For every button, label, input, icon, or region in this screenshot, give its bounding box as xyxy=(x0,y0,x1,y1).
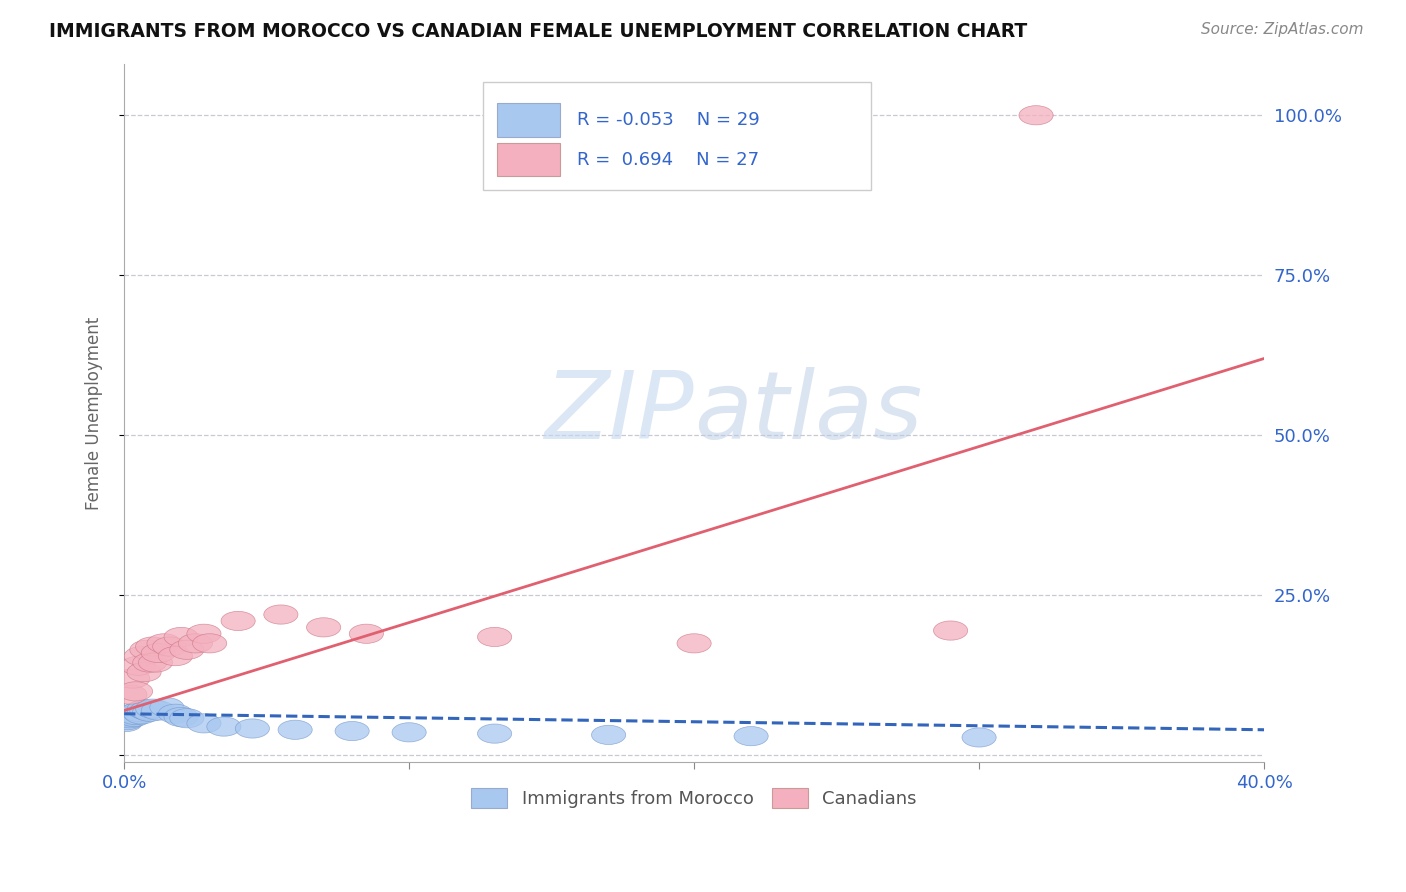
Ellipse shape xyxy=(278,720,312,739)
Ellipse shape xyxy=(132,653,167,673)
Ellipse shape xyxy=(392,723,426,742)
Ellipse shape xyxy=(121,657,156,675)
Text: Source: ZipAtlas.com: Source: ZipAtlas.com xyxy=(1201,22,1364,37)
Ellipse shape xyxy=(117,707,152,727)
Ellipse shape xyxy=(118,681,153,701)
Y-axis label: Female Unemployment: Female Unemployment xyxy=(86,317,103,509)
Ellipse shape xyxy=(153,637,187,657)
Ellipse shape xyxy=(193,633,226,653)
Text: atlas: atlas xyxy=(695,368,922,458)
Ellipse shape xyxy=(111,707,145,727)
Ellipse shape xyxy=(478,724,512,743)
Ellipse shape xyxy=(1019,105,1053,125)
Ellipse shape xyxy=(962,728,997,747)
Ellipse shape xyxy=(207,717,240,736)
Ellipse shape xyxy=(179,633,212,653)
Ellipse shape xyxy=(124,647,159,665)
Ellipse shape xyxy=(187,624,221,643)
FancyBboxPatch shape xyxy=(496,103,560,136)
Ellipse shape xyxy=(148,633,181,653)
Ellipse shape xyxy=(235,719,270,738)
Ellipse shape xyxy=(678,633,711,653)
Ellipse shape xyxy=(108,713,142,731)
Ellipse shape xyxy=(115,669,150,688)
Ellipse shape xyxy=(187,714,221,733)
Ellipse shape xyxy=(165,707,198,727)
Ellipse shape xyxy=(132,702,167,722)
Text: IMMIGRANTS FROM MOROCCO VS CANADIAN FEMALE UNEMPLOYMENT CORRELATION CHART: IMMIGRANTS FROM MOROCCO VS CANADIAN FEMA… xyxy=(49,22,1028,41)
Ellipse shape xyxy=(135,699,170,718)
Ellipse shape xyxy=(264,605,298,624)
Ellipse shape xyxy=(138,653,173,673)
Ellipse shape xyxy=(478,627,512,647)
Legend: Immigrants from Morocco, Canadians: Immigrants from Morocco, Canadians xyxy=(464,781,924,815)
Ellipse shape xyxy=(734,727,768,746)
Ellipse shape xyxy=(170,640,204,659)
Ellipse shape xyxy=(159,647,193,665)
Ellipse shape xyxy=(118,706,153,724)
Ellipse shape xyxy=(112,685,148,704)
FancyBboxPatch shape xyxy=(484,81,870,190)
Ellipse shape xyxy=(335,722,370,740)
Ellipse shape xyxy=(349,624,384,643)
Ellipse shape xyxy=(307,618,340,637)
Ellipse shape xyxy=(934,621,967,640)
Ellipse shape xyxy=(121,702,156,722)
Ellipse shape xyxy=(150,698,184,717)
Text: R = -0.053    N = 29: R = -0.053 N = 29 xyxy=(576,111,759,128)
Ellipse shape xyxy=(112,708,148,728)
Ellipse shape xyxy=(129,640,165,659)
Ellipse shape xyxy=(135,637,170,657)
Ellipse shape xyxy=(159,704,193,723)
Ellipse shape xyxy=(127,663,162,681)
Text: ZIP: ZIP xyxy=(544,368,695,458)
Ellipse shape xyxy=(124,705,159,724)
Ellipse shape xyxy=(165,627,198,647)
Ellipse shape xyxy=(129,701,165,720)
Ellipse shape xyxy=(141,701,176,720)
Ellipse shape xyxy=(221,611,256,631)
Ellipse shape xyxy=(127,699,162,719)
Ellipse shape xyxy=(115,704,150,723)
Ellipse shape xyxy=(110,711,143,730)
Ellipse shape xyxy=(141,643,176,663)
Ellipse shape xyxy=(170,708,204,728)
Ellipse shape xyxy=(592,725,626,745)
Ellipse shape xyxy=(114,706,149,725)
Text: R =  0.694    N = 27: R = 0.694 N = 27 xyxy=(576,151,759,169)
FancyBboxPatch shape xyxy=(496,143,560,177)
